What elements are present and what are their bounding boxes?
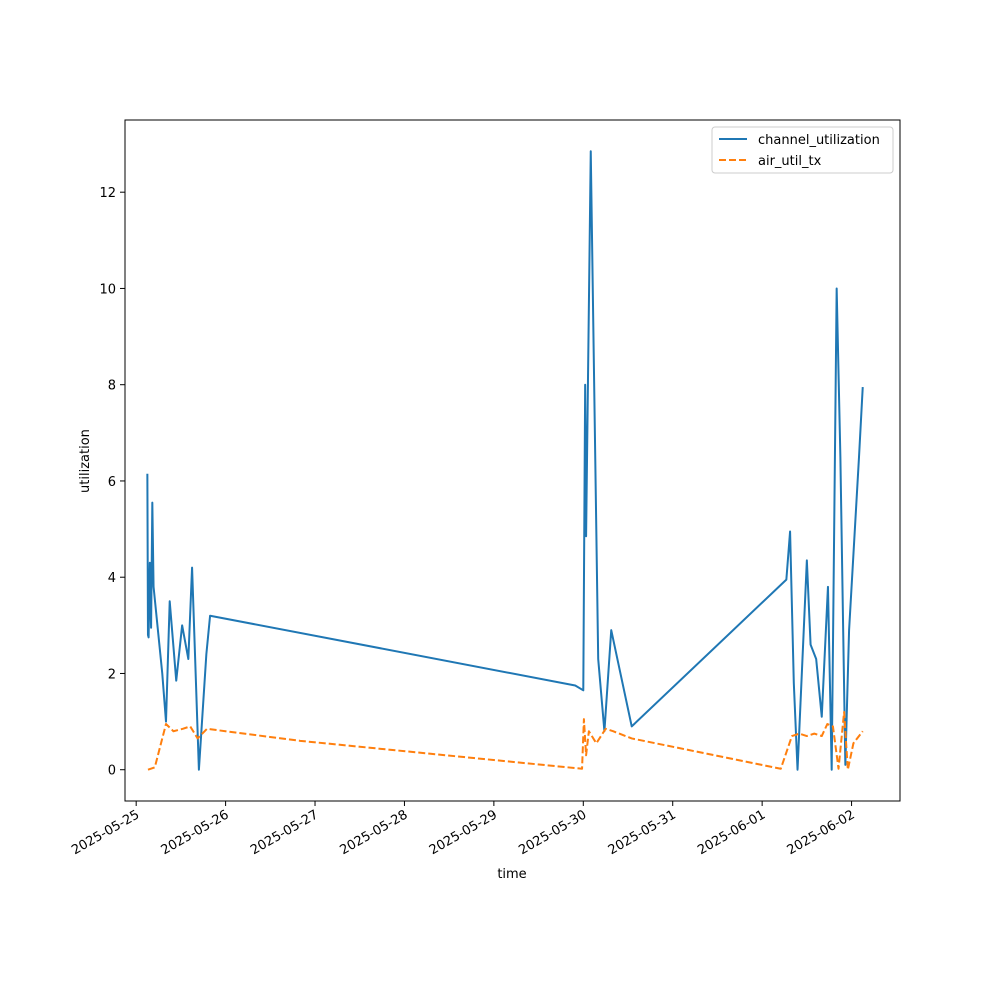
y-tick-label: 0 (108, 764, 116, 779)
y-tick-label: 4 (108, 571, 116, 586)
y-tick-label: 10 (99, 282, 116, 297)
y-axis-label: utilization (78, 429, 93, 493)
series-layer (146, 150, 864, 771)
y-tick-label: 8 (108, 379, 116, 394)
plot-area (124, 119, 901, 802)
axes-frame (124, 119, 901, 802)
y-tick-label: 6 (108, 475, 116, 490)
x-axis-label: time (497, 867, 526, 882)
legend: channel_utilization air_util_tx (711, 126, 894, 174)
series-line-channel-utilization (146, 150, 864, 771)
legend-label-air-util-tx: air_util_tx (758, 154, 822, 169)
y-axis: 0 2 4 6 8 10 12 (99, 186, 125, 779)
legend-frame (711, 126, 894, 174)
y-tick-label: 12 (99, 186, 116, 201)
legend-label-channel-utilization: channel_utilization (758, 133, 880, 148)
y-tick-label: 2 (108, 667, 116, 682)
